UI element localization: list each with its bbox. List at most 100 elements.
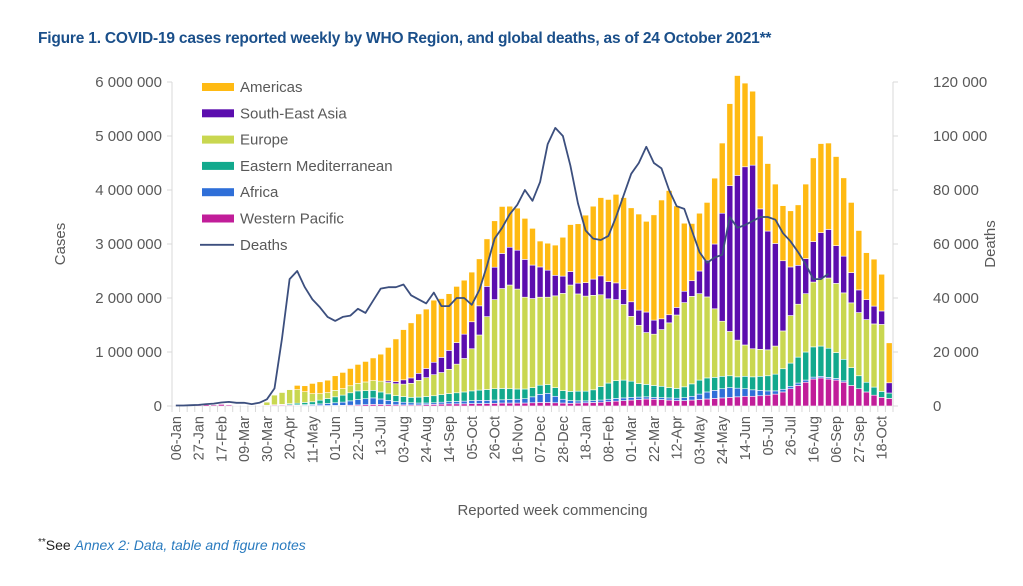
bar-segment-eastern-mediterranean <box>316 399 324 405</box>
bar-segment-western-pacific <box>453 403 460 407</box>
bar-segment-europe <box>855 312 863 377</box>
bar-segment-south-east-asia <box>612 282 620 300</box>
bar-segment-eastern-mediterranean <box>498 388 506 401</box>
x-tick-label: 11-May <box>305 415 321 463</box>
bar-segment-europe <box>347 385 354 394</box>
x-tick-label: 27-Jan <box>192 416 208 460</box>
bar-segment-south-east-asia <box>536 266 544 298</box>
bar-segment-south-east-asia <box>589 278 597 296</box>
bar-segment-africa <box>544 393 551 403</box>
bar-segment-europe <box>438 372 445 395</box>
bar-segment-americas <box>301 385 309 392</box>
bar-segment-western-pacific <box>749 395 756 407</box>
bar-segment-europe <box>331 390 339 398</box>
bar-segment-eastern-mediterranean <box>544 384 551 394</box>
bar-segment-south-east-asia <box>476 305 483 336</box>
bar-segment-americas <box>567 224 574 272</box>
bar-segment-africa <box>400 401 407 406</box>
bar-segment-europe <box>741 344 749 377</box>
bar-segment-eastern-mediterranean <box>392 395 400 402</box>
bar-segment-eastern-mediterranean <box>589 389 597 401</box>
bar-segment-eastern-mediterranean <box>718 375 726 390</box>
legend-label: South-East Asia <box>240 105 347 122</box>
bar-segment-africa <box>696 393 703 400</box>
bar-segment-europe <box>711 308 718 378</box>
bar-segment-africa <box>734 387 741 398</box>
bar-segment-eastern-mediterranean <box>301 402 309 405</box>
bar-segment-africa <box>794 382 802 386</box>
bar-segment-americas <box>324 379 331 393</box>
bar-segment-western-pacific <box>529 402 536 407</box>
bar-segment-africa <box>673 397 680 401</box>
bar-segment-europe <box>597 294 605 387</box>
bar-segment-eastern-mediterranean <box>483 389 491 401</box>
x-tick-label: 22-Jun <box>351 416 367 460</box>
bar-segment-americas <box>665 190 673 316</box>
bar-segment-africa <box>392 401 400 406</box>
x-tick-label: 17-Feb <box>214 416 230 462</box>
bar-segment-americas <box>529 228 536 266</box>
bar-segment-europe <box>362 381 369 391</box>
bar-segment-africa <box>521 398 529 404</box>
bar-segment-europe <box>460 358 468 393</box>
bar-segment-americas <box>703 202 711 261</box>
bar-segment-europe <box>369 380 377 391</box>
x-tick-label: 16-Aug <box>806 416 822 463</box>
bar-segment-europe <box>392 383 400 396</box>
bar-segment-western-pacific <box>673 400 680 407</box>
bar-segment-western-pacific <box>567 402 574 407</box>
bar-segment-europe <box>605 298 612 384</box>
bar-segment-eastern-mediterranean <box>559 390 567 400</box>
bar-segment-south-east-asia <box>506 246 514 286</box>
bar-segment-africa <box>605 398 612 402</box>
bar-segment-eastern-mediterranean <box>658 385 665 398</box>
bar-segment-south-east-asia <box>627 301 635 317</box>
bar-segment-south-east-asia <box>756 208 764 350</box>
x-tick-label: 27-Sep <box>852 416 868 463</box>
bar-segment-africa <box>703 391 711 400</box>
bar-segment-western-pacific <box>445 403 453 407</box>
bar-segment-americas <box>870 258 878 307</box>
bar-segment-europe <box>665 322 673 388</box>
bar-segment-africa <box>385 400 392 405</box>
bar-segment-western-pacific <box>536 402 544 407</box>
bar-segment-western-pacific <box>468 403 476 407</box>
bar-segment-africa <box>536 394 544 403</box>
bar-segment-eastern-mediterranean <box>870 386 878 396</box>
bar-segment-africa <box>597 399 605 403</box>
bar-segment-americas <box>468 271 476 323</box>
bar-segment-south-east-asia <box>605 281 612 300</box>
bar-segment-south-east-asia <box>787 266 794 316</box>
bar-segment-americas <box>696 212 703 272</box>
x-tick-label: 05-Jul <box>761 416 777 456</box>
bar-segment-eastern-mediterranean <box>665 387 673 399</box>
bar-segment-south-east-asia <box>680 290 688 303</box>
bar-segment-europe <box>878 324 885 392</box>
bar-segment-europe <box>316 393 324 401</box>
bar-segment-americas <box>514 207 521 251</box>
legend-label: Western Pacific <box>240 211 344 228</box>
bar-segment-europe <box>400 383 407 397</box>
axis-labels: 06-Jan 27-Jan 17-Feb 09-Mar 30-Mar 20-Apr 11-M… <box>52 220 999 519</box>
bar-segment-americas <box>627 207 635 303</box>
bar-segment-south-east-asia <box>422 368 430 378</box>
bar-segment-africa <box>726 387 734 398</box>
bar-segment-africa <box>369 397 377 405</box>
x-axis-title: Reported week commencing <box>457 502 647 519</box>
y2-tick-label: 100 000 <box>933 128 987 145</box>
y2-tick-label: 80 000 <box>933 182 979 199</box>
bar-segment-eastern-mediterranean <box>802 351 810 381</box>
bar-segment-europe <box>415 380 422 398</box>
bar-segment-americas <box>794 204 802 266</box>
annex-link[interactable]: Annex 2: Data, table and figure notes <box>74 537 306 553</box>
bar-segment-americas <box>597 197 605 277</box>
bar-segment-africa <box>445 401 453 405</box>
bar-segment-eastern-mediterranean <box>536 384 544 395</box>
legend-swatch-africa <box>202 188 234 197</box>
bar-segment-americas <box>582 214 589 283</box>
x-tick-label: 06-Jan <box>169 416 185 460</box>
bar-segment-africa <box>779 388 787 393</box>
bar-segment-americas <box>392 338 400 382</box>
bar-segment-europe <box>787 315 794 364</box>
bar-segment-western-pacific <box>779 391 787 407</box>
